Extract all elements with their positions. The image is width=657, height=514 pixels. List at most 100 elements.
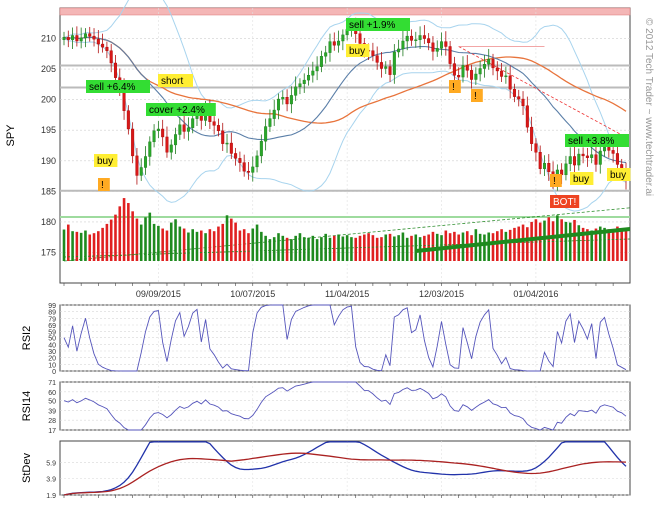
candle-body xyxy=(547,163,551,172)
price-tick-label: 200 xyxy=(41,95,56,105)
volume-bar xyxy=(290,239,293,261)
signal-warn: ! xyxy=(449,80,461,93)
candle-body xyxy=(603,147,607,152)
volume-bar xyxy=(199,230,203,261)
price-tick-label: 180 xyxy=(41,217,56,227)
candle-body xyxy=(186,127,190,132)
rsi2-tick-label: 59 xyxy=(48,330,56,337)
rsi2-tick-label: 69 xyxy=(48,323,56,330)
candle-body xyxy=(577,153,581,166)
volume-bar xyxy=(324,233,327,261)
stdev-axis-label: StDev xyxy=(21,453,33,483)
candle-body xyxy=(79,37,83,42)
stdev-line xyxy=(63,452,627,496)
volume-bar xyxy=(371,235,375,261)
candle-body xyxy=(440,41,444,49)
candle-body xyxy=(530,126,534,144)
candle-body xyxy=(337,40,341,46)
candle-body xyxy=(542,163,546,169)
volume-bar xyxy=(247,233,250,261)
stdev-tick-label: 3.9 xyxy=(46,477,56,484)
volume-bar xyxy=(127,203,130,261)
volume-bar xyxy=(603,227,606,261)
rsi2-tick-label: 50 xyxy=(48,336,56,343)
candle-body xyxy=(401,40,405,50)
candle-body xyxy=(169,144,173,153)
candle-body xyxy=(178,124,182,135)
candle-body xyxy=(212,121,216,126)
candle-body xyxy=(341,34,345,42)
signal-badge xyxy=(146,103,216,116)
signal-badge xyxy=(98,178,110,191)
volume-bar xyxy=(470,235,473,261)
candle-body xyxy=(62,37,66,40)
candle-body xyxy=(144,156,148,168)
signal-badge xyxy=(550,174,562,187)
volume-bar xyxy=(564,221,568,261)
volume-bar xyxy=(607,229,611,261)
volume-bar xyxy=(114,214,117,261)
candle-body xyxy=(410,35,413,41)
volume-bar xyxy=(260,231,263,261)
volume-bar xyxy=(375,237,379,261)
candle-body xyxy=(165,136,169,153)
volume-bar xyxy=(191,229,194,261)
candle-body xyxy=(285,97,289,105)
volume-bar xyxy=(84,230,87,261)
candle-body xyxy=(452,63,456,76)
signal-label: ! xyxy=(474,91,477,102)
signal-label: sell +1.9% xyxy=(349,20,396,31)
candle-body xyxy=(590,154,594,158)
signal-badge xyxy=(346,18,410,31)
candle-body xyxy=(448,46,452,64)
volume-bar xyxy=(285,237,289,261)
volume-bar xyxy=(491,233,495,261)
signal-badge xyxy=(158,74,193,87)
volume-bar xyxy=(393,236,396,261)
bollinger-upper xyxy=(63,0,627,145)
volume-bar xyxy=(204,233,207,261)
rsi2-axis-label: RSI2 xyxy=(21,326,33,350)
volume-bar xyxy=(135,218,139,261)
ma-short xyxy=(63,36,627,164)
volume-bar xyxy=(217,226,220,261)
candle-body xyxy=(384,66,388,69)
volume-bar xyxy=(315,239,319,261)
volume-bar xyxy=(594,228,598,261)
volume-bar xyxy=(337,234,340,261)
candle-body xyxy=(66,37,70,40)
candle-body xyxy=(585,155,589,158)
volume-bar xyxy=(354,237,358,261)
rsi2-tick-label: 0 xyxy=(52,369,56,376)
candle-body xyxy=(414,39,418,41)
volume-bar xyxy=(277,233,280,261)
x-tick-label: 10/07/2015 xyxy=(230,289,275,299)
volume-bar xyxy=(208,229,212,261)
volume-bar xyxy=(384,234,388,261)
volume-bar xyxy=(414,234,418,261)
signal-label: sell +6.4% xyxy=(89,82,136,93)
candle-body xyxy=(113,62,117,78)
stdev-tick-label: 5.9 xyxy=(46,460,56,467)
volume-bar xyxy=(496,231,499,261)
x-tick-label: 01/04/2016 xyxy=(513,289,558,299)
candle-body xyxy=(126,110,130,130)
candle-body xyxy=(251,166,255,173)
volume-bar xyxy=(620,229,624,261)
candle-body xyxy=(311,70,315,76)
signal-warn: ! xyxy=(471,89,483,102)
candle-body xyxy=(594,154,598,165)
volume-bar xyxy=(97,231,100,261)
candle-body xyxy=(611,150,615,154)
candle-body xyxy=(491,59,495,69)
rsi2-tick-label: 30 xyxy=(48,349,56,356)
volume-bar xyxy=(195,231,199,261)
volume-bar xyxy=(187,232,190,261)
volume-bar xyxy=(281,235,285,261)
signal-badge xyxy=(570,172,594,185)
candle-body xyxy=(135,155,139,176)
candle-body xyxy=(174,134,178,146)
watermark: © 2012 Tech Trader ~ www.techtrader.ai xyxy=(643,18,654,196)
volume-bar xyxy=(264,235,267,261)
